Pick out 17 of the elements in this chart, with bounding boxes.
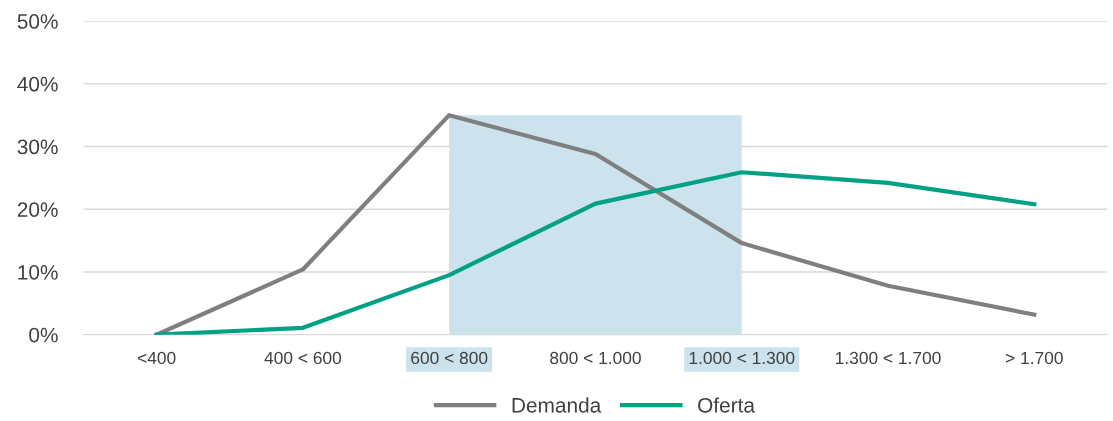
x-tick-label: 400 < 600: [264, 351, 342, 365]
x-tick-label: <400: [137, 351, 176, 365]
x-tick-label: 1.300 < 1.700: [836, 351, 941, 365]
line-series: [154, 113, 1037, 335]
legend-label: Demanda: [512, 397, 602, 413]
x-tick-label: 600 < 800: [411, 351, 488, 365]
y-tick-label: 0%: [29, 327, 58, 343]
y-tick-label: 10%: [18, 264, 58, 280]
y-tick-label: 50%: [17, 14, 58, 29]
y-tick-label: 20%: [17, 202, 58, 217]
x-tick-label: 800 < 1.000: [550, 351, 641, 365]
x-tick-label: 1.000 < 1.300: [689, 351, 795, 365]
legend-label: Oferta: [698, 397, 755, 413]
y-tick-label: 40%: [17, 76, 58, 92]
line-series: [154, 170, 1037, 335]
x-tick-label: > 1.700: [1005, 351, 1063, 365]
y-tick-label: 30%: [17, 139, 58, 155]
